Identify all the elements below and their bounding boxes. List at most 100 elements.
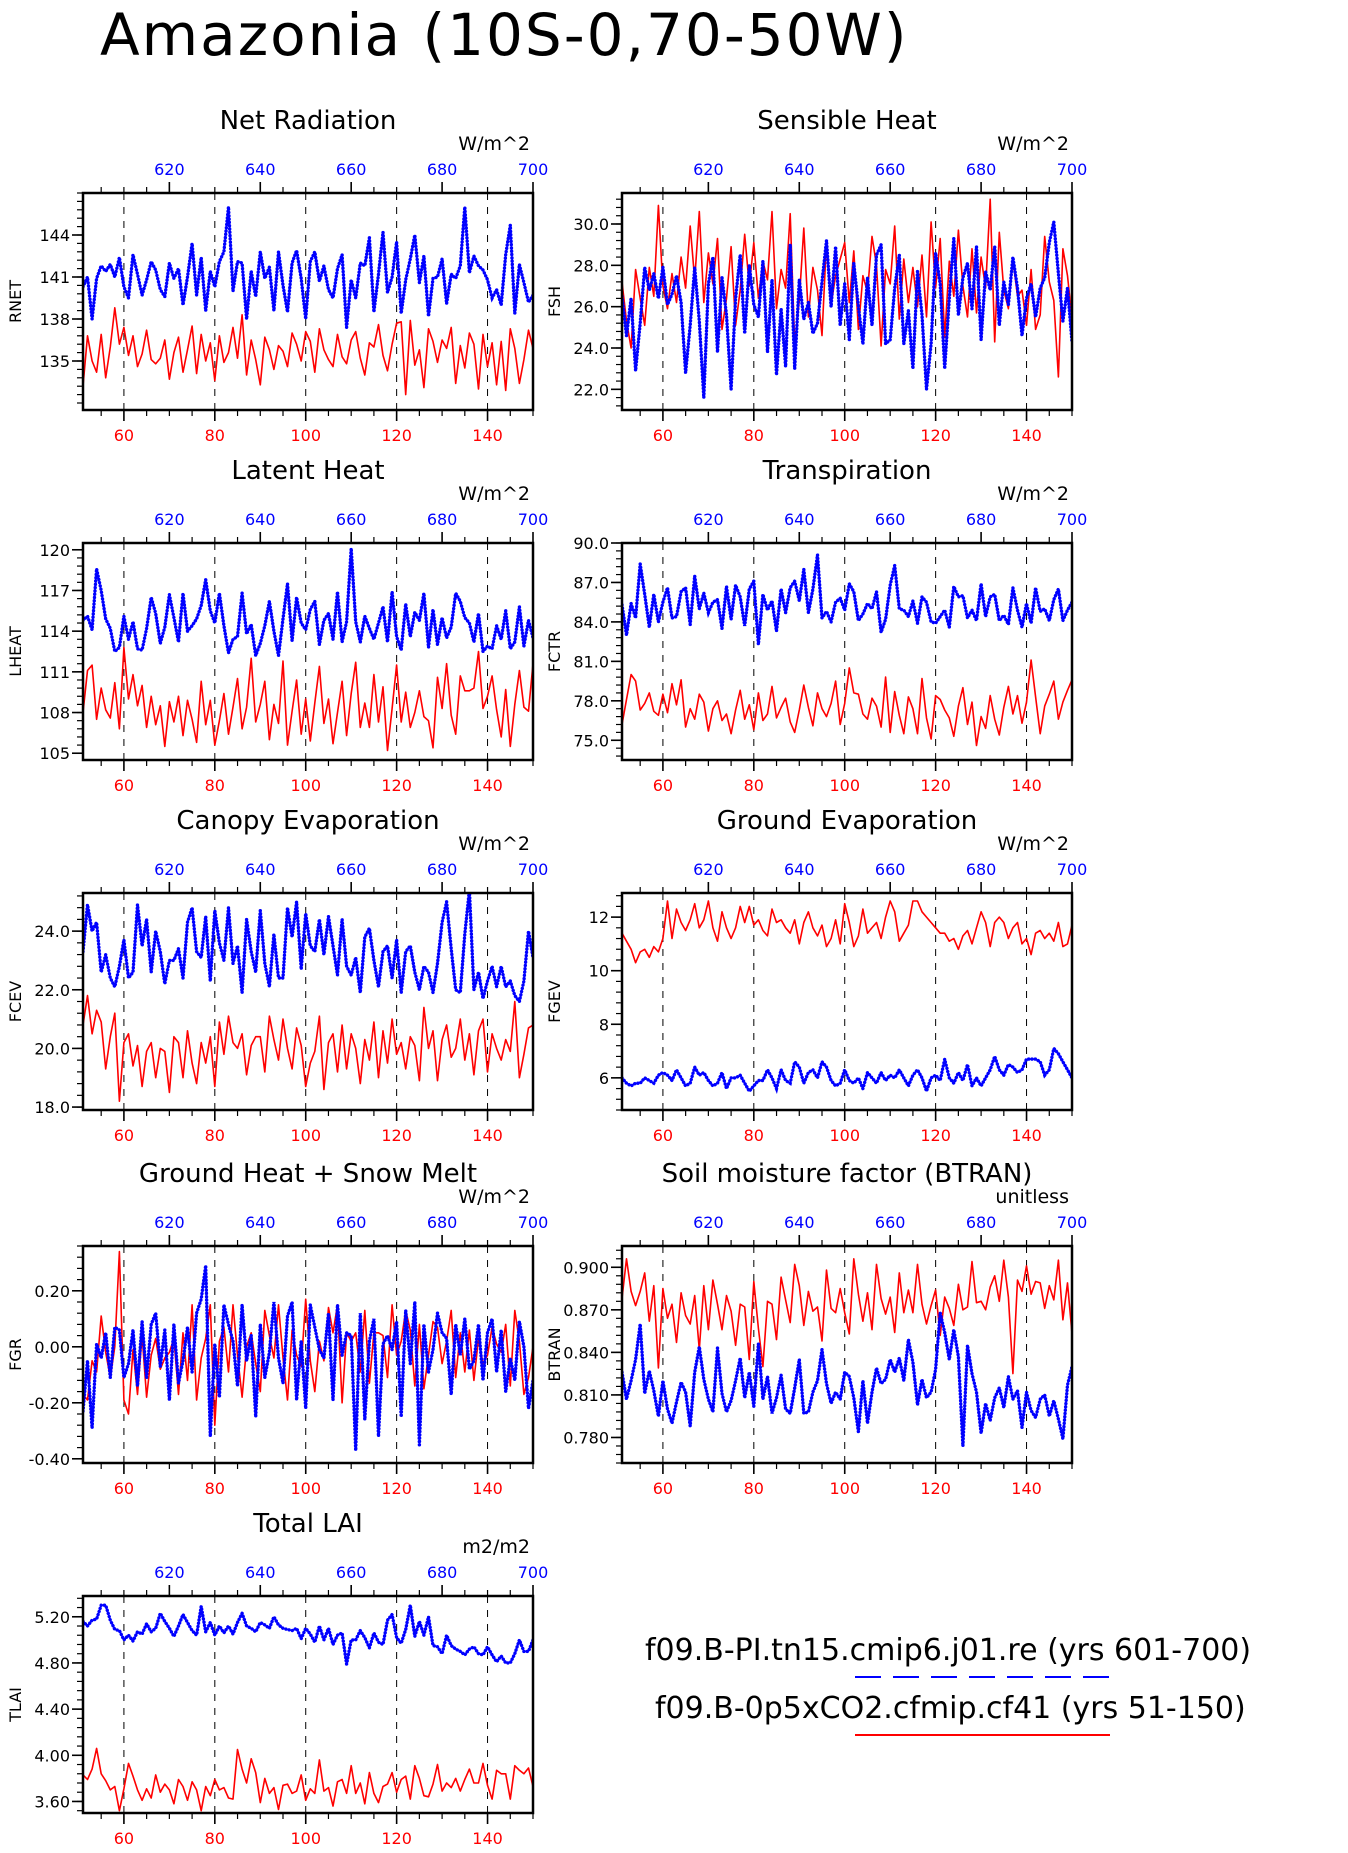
x-bottom-tick-label: 140 <box>472 1479 503 1498</box>
y-tick-label: 28.0 <box>573 256 609 275</box>
x-bottom-tick-label: 80 <box>744 776 764 795</box>
x-top-tick-label: 680 <box>427 1563 458 1582</box>
x-top-tick-label: 660 <box>336 1563 367 1582</box>
chart-title: Transpiration <box>762 456 932 486</box>
x-top-tick-label: 640 <box>245 160 276 179</box>
x-bottom-tick-label: 100 <box>829 1126 860 1145</box>
x-top-tick-label: 640 <box>784 160 815 179</box>
y-axis-label: BTRAN <box>545 1327 564 1381</box>
x-top-tick-label: 620 <box>693 860 724 879</box>
y-tick-label: 4.00 <box>34 1746 70 1765</box>
y-tick-label: 87.0 <box>573 573 609 592</box>
x-top-tick-label: 640 <box>784 1213 815 1232</box>
x-top-tick-label: 700 <box>518 1563 549 1582</box>
chart-panel: Total LAI m2/m2 3.60 4.00 4.40 4.80 5.20 TLAI 60… <box>6 1509 548 1848</box>
x-bottom-tick-label: 140 <box>472 1126 503 1145</box>
red-series-line <box>622 1258 1072 1375</box>
x-bottom-tick-label: 80 <box>744 1479 764 1498</box>
chart-panel: Soil moisture factor (BTRAN)unitless 0.78… <box>545 1159 1087 1498</box>
red-series-line <box>83 646 533 752</box>
x-top-tick-label: 700 <box>1057 510 1088 529</box>
y-tick-label: 26.0 <box>573 298 609 317</box>
x-top-tick-label: 680 <box>966 160 997 179</box>
x-bottom-tick-label: 80 <box>205 1829 225 1848</box>
plot-frame <box>620 891 1074 1112</box>
chart-panel: Sensible Heat W/m^2 22.0 24.0 26.0 28.0 30.0 FS… <box>545 106 1087 445</box>
y-tick-label: 0.900 <box>563 1258 609 1277</box>
chart-title: Soil moisture factor (BTRAN) <box>662 1159 1033 1189</box>
x-bottom-tick-label: 100 <box>290 1126 321 1145</box>
blue-series-line <box>83 548 533 657</box>
x-bottom-tick-label: 80 <box>744 1126 764 1145</box>
x-bottom-tick-label: 140 <box>1011 1479 1042 1498</box>
x-bottom-tick-label: 80 <box>205 426 225 445</box>
x-bottom-tick-label: 80 <box>205 1479 225 1498</box>
y-tick-label: 24.0 <box>34 922 70 941</box>
y-tick-label: 105 <box>39 744 70 763</box>
y-axis-label: FCTR <box>545 631 564 672</box>
chart-title: Latent Heat <box>231 456 384 486</box>
x-bottom-tick-label: 60 <box>653 1126 673 1145</box>
legend-red-label: f09.B-0p5xCO2.cfmip.cf41 (yrs 51-150) <box>655 1691 1246 1726</box>
x-bottom-tick-label: 120 <box>920 776 951 795</box>
x-bottom-tick-label: 140 <box>1011 776 1042 795</box>
x-top-tick-label: 680 <box>966 510 997 529</box>
x-top-tick-label: 620 <box>693 1213 724 1232</box>
blue-series-line <box>622 1044 1072 1097</box>
x-top-tick-label: 680 <box>966 1213 997 1232</box>
x-top-tick-label: 660 <box>336 510 367 529</box>
y-tick-label: 90.0 <box>573 534 609 553</box>
y-tick-label: 0.840 <box>563 1343 609 1362</box>
x-bottom-tick-label: 80 <box>744 426 764 445</box>
x-bottom-tick-label: 60 <box>653 426 673 445</box>
plot-frame <box>81 191 535 412</box>
y-tick-label: 20.0 <box>34 1039 70 1058</box>
y-tick-label: 78.0 <box>573 692 609 711</box>
chart-panel: Ground Evaporation W/m^2 6 8 10 12 FGEV 60 80 100… <box>545 806 1087 1145</box>
x-bottom-tick-label: 100 <box>829 426 860 445</box>
x-top-tick-label: 700 <box>518 510 549 529</box>
x-top-tick-label: 660 <box>875 1213 906 1232</box>
x-bottom-tick-label: 100 <box>829 1479 860 1498</box>
chart-units: W/m^2 <box>997 483 1069 505</box>
y-tick-label: 3.60 <box>34 1792 70 1811</box>
legend: f09.B-PI.tn15.cmip6.j01.re (yrs 601-700)… <box>645 1633 1251 1736</box>
y-tick-label: 141 <box>39 268 70 287</box>
y-tick-label: 8 <box>599 1015 609 1034</box>
blue-series-line <box>83 206 533 328</box>
x-bottom-tick-label: 120 <box>381 1126 412 1145</box>
x-bottom-tick-label: 120 <box>381 1479 412 1498</box>
y-tick-label: 144 <box>39 226 70 245</box>
y-axis-label: FGEV <box>545 980 564 1023</box>
x-bottom-tick-label: 60 <box>114 426 134 445</box>
chart-units: W/m^2 <box>458 483 530 505</box>
red-series-line <box>622 900 1072 964</box>
chart-title: Net Radiation <box>220 106 397 136</box>
page-title: Amazonia (10S-0,70-50W) <box>100 1 909 69</box>
y-tick-label: 117 <box>39 581 70 600</box>
y-axis-label: FGR <box>6 1338 25 1371</box>
x-top-tick-label: 700 <box>1057 160 1088 179</box>
x-top-tick-label: 700 <box>518 1213 549 1232</box>
chart-units: m2/m2 <box>462 1536 530 1558</box>
chart-title: Total LAI <box>252 1509 363 1539</box>
y-tick-label: 30.0 <box>573 215 609 234</box>
blue-series-line <box>83 1265 533 1451</box>
x-top-tick-label: 640 <box>245 1563 276 1582</box>
red-series-line <box>83 994 533 1102</box>
chart-units: unitless <box>995 1186 1069 1208</box>
x-top-tick-label: 680 <box>427 1213 458 1232</box>
x-top-tick-label: 640 <box>245 1213 276 1232</box>
y-tick-label: 75.0 <box>573 731 609 750</box>
y-tick-label: 120 <box>39 541 70 560</box>
y-tick-label: 18.0 <box>34 1098 70 1117</box>
y-tick-label: -0.20 <box>29 1394 70 1413</box>
y-axis-label: FCEV <box>6 981 25 1022</box>
y-axis-label: LHEAT <box>6 626 25 677</box>
x-bottom-tick-label: 120 <box>920 1126 951 1145</box>
x-bottom-tick-label: 80 <box>205 1126 225 1145</box>
x-top-tick-label: 640 <box>245 860 276 879</box>
y-tick-label: 12 <box>589 908 609 927</box>
chart-title: Ground Evaporation <box>717 806 977 836</box>
